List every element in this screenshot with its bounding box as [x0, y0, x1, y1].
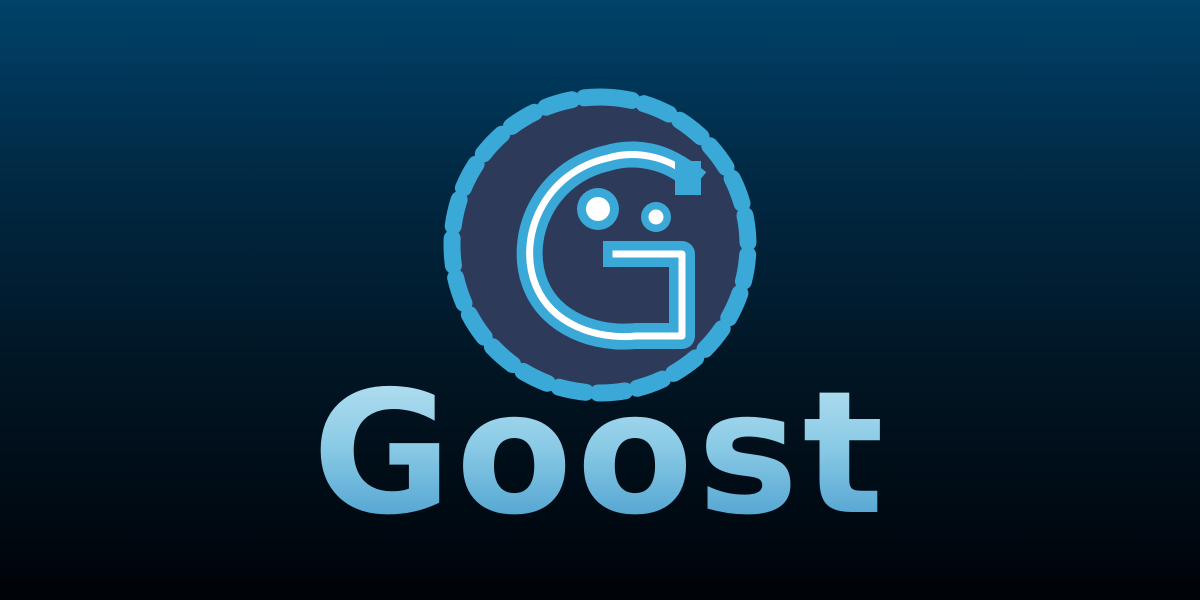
- goost-wordmark: Goost: [312, 375, 888, 535]
- brand-name: Goost: [312, 375, 888, 535]
- goost-logo-mark: [443, 88, 757, 402]
- g-letter-icon: [516, 141, 707, 350]
- dashed-ring: [443, 88, 757, 402]
- bubbles-icon: [577, 188, 671, 232]
